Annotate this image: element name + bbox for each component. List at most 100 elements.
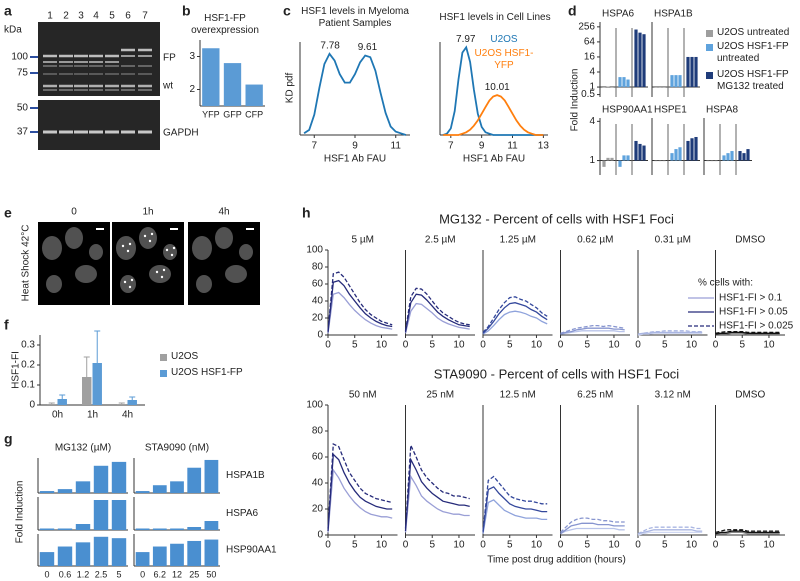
bar [170, 528, 184, 530]
focus [162, 268, 166, 272]
bar [654, 87, 658, 88]
x-tick-label: 5 [739, 340, 745, 351]
x-tick-label: 0 [480, 540, 486, 551]
x-tick-label: 9 [479, 141, 485, 152]
nucleus [215, 227, 233, 249]
chart-title: HSP90AA1 [602, 105, 653, 116]
band-label: wt [162, 81, 173, 92]
x-tick-label: 0.6 [59, 569, 72, 579]
line [404, 287, 470, 331]
y-tick-label: 0 [317, 530, 323, 541]
x-tick-label: 0 [325, 340, 331, 351]
y-tick-label: 40 [312, 296, 324, 307]
bar [92, 363, 102, 405]
bar [204, 459, 219, 493]
chart-title: HSF1 levels in Cell Lines [439, 12, 551, 23]
focus [172, 246, 176, 250]
legend-label: HSF1-FI > 0.025 [719, 321, 794, 332]
bar [710, 160, 714, 162]
line [482, 475, 548, 532]
x-tick-label: 5 [584, 340, 590, 351]
bar [111, 538, 127, 566]
focus [148, 239, 152, 243]
y-tick-label: 100 [306, 400, 323, 411]
panel-label: 3.12 nM [655, 390, 691, 401]
x-tick-label: 10 [376, 340, 388, 351]
x-tick-label: 12 [172, 569, 182, 579]
y-tick-label: 4 [589, 67, 595, 78]
line [482, 296, 548, 333]
focus [128, 285, 132, 289]
bar [610, 87, 614, 88]
marker-label: 75 [17, 68, 29, 79]
time-label: 0 [71, 207, 77, 218]
panel-label: f [4, 317, 9, 333]
x-tick-label: CFP [245, 109, 263, 119]
bar [39, 552, 55, 566]
legend-label: U2OS HSF1-FP [171, 367, 243, 378]
x-tick-label: 5 [352, 340, 358, 351]
bar [152, 528, 167, 530]
x-tick-label: 0 [44, 569, 49, 579]
nucleus [65, 227, 83, 249]
lane-label: 7 [142, 11, 148, 22]
line [327, 271, 393, 331]
panel-label: 25 nM [426, 390, 454, 401]
bar [678, 147, 682, 161]
bar [204, 539, 219, 566]
row-label: HSPA1B [226, 470, 265, 481]
x-tick-label: 5 [429, 540, 435, 551]
x-tick-label: YFP [202, 109, 220, 119]
bar [202, 48, 220, 106]
bar [722, 155, 726, 161]
line [327, 442, 393, 529]
bar [170, 543, 184, 566]
bar [75, 542, 91, 566]
y-tick-label: 20 [312, 504, 324, 515]
bar [642, 145, 646, 161]
nucleus [192, 236, 212, 260]
x-tick-label: 0 [635, 540, 641, 551]
bar [223, 63, 242, 106]
bar [606, 86, 610, 88]
bar [662, 160, 666, 162]
y-tick-label: 40 [312, 478, 324, 489]
line [715, 331, 780, 335]
bar [117, 404, 127, 405]
line [560, 324, 625, 334]
bar [622, 77, 626, 88]
y-axis-label: KD pdf [285, 72, 296, 103]
line [560, 527, 625, 535]
lane-label: 4 [93, 11, 99, 22]
y-tick-label: 0.5 [581, 89, 595, 100]
panel-label: e [4, 205, 12, 221]
nucleus [116, 236, 136, 260]
legend-label: HSF1-FI > 0.1 [719, 293, 783, 304]
panel-label: b [182, 3, 191, 19]
nucleus [120, 275, 136, 293]
y-tick-label: 3 [189, 51, 195, 62]
nucleus [75, 265, 97, 283]
x-tick-label: 7 [448, 141, 454, 152]
x-tick-label: 0 [480, 340, 486, 351]
bar [57, 546, 73, 566]
bar [127, 400, 137, 405]
y-tick-label: 80 [312, 262, 324, 273]
x-tick-label: 5 [662, 540, 668, 551]
bar [204, 521, 219, 530]
line [637, 526, 703, 535]
x-tick-label: 10 [453, 340, 465, 351]
band-label: FP [163, 53, 176, 64]
nucleus [89, 244, 103, 260]
peak-label: 7.78 [320, 40, 340, 51]
y-tick-label: 4 [589, 116, 595, 127]
line [637, 529, 703, 535]
x-tick-label: 6.2 [154, 569, 167, 579]
x-tick-label: 11 [391, 141, 402, 152]
bar [152, 485, 167, 493]
bar [135, 491, 150, 493]
bar [187, 540, 202, 566]
legend-label: U2OS HSF1-YFP [474, 48, 534, 71]
line [443, 94, 544, 136]
